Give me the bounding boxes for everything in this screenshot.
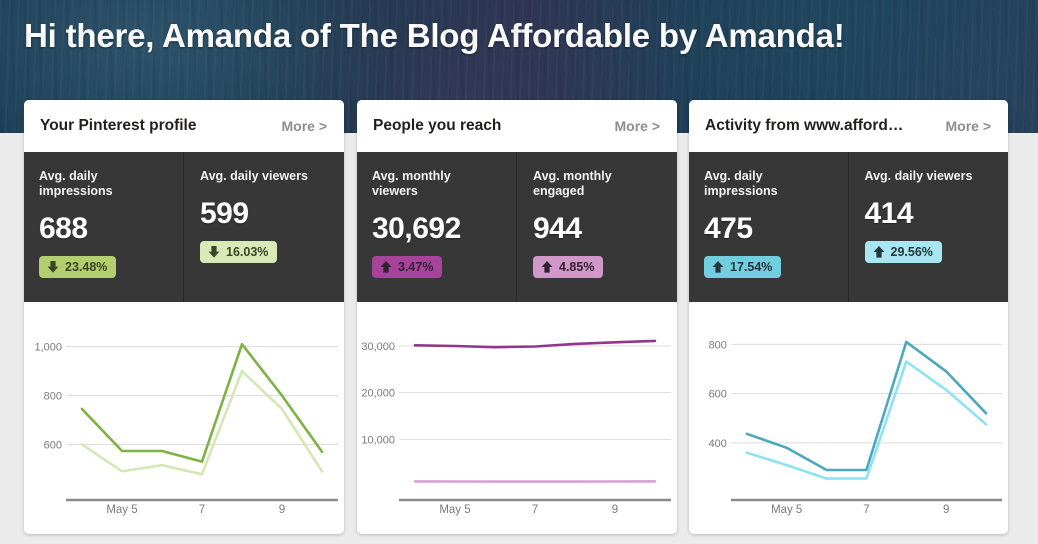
metric-card: People you reach More > Avg. monthly vie… [357,100,677,534]
stats-strip: Avg. daily impressions 688 23.48% Avg. d… [24,152,344,302]
arrow-up-icon [379,260,393,274]
stat-value: 599 [200,197,249,230]
stat-block: Avg. daily viewers 414 29.56% [847,152,1009,302]
y-axis-tick-label: 10,000 [361,434,395,446]
y-axis-tick-label: 800 [44,391,62,403]
stat-value: 414 [864,197,914,230]
stat-label: Avg. daily viewers [200,169,308,183]
more-link[interactable]: More > [945,118,991,134]
x-axis-tick-label: 7 [199,504,205,516]
y-axis-tick-label: 1,000 [34,342,62,354]
chart-series-line [745,340,988,472]
stat-value: 30,692 [372,212,461,245]
stat-block: Avg. monthly viewers 30,692 3.47% [357,152,516,302]
arrow-up-icon [540,260,554,274]
y-axis-tick-label: 30,000 [361,341,395,353]
x-axis-tick-label: May 5 [106,504,137,516]
chart-container: 30,000 20,000 10,000 May 5 7 9 [357,302,677,534]
y-axis-tick-label: 20,000 [361,388,395,400]
more-link[interactable]: More > [281,118,327,134]
card-header: People you reach More > [357,100,677,152]
arrow-down-icon [207,245,221,259]
change-percent: 4.85% [559,260,595,274]
stat-label: Avg. daily impressions [704,169,778,198]
x-axis-tick-label: May 5 [439,504,470,516]
change-percent: 3.47% [398,260,434,274]
change-percent: 23.48% [65,260,108,274]
chart-series-line [80,369,324,476]
chart-container: 800 600 400 May 5 7 9 [689,302,1008,534]
stat-block: Avg. daily impressions 475 17.54% [689,152,848,302]
x-axis-tick-label: 9 [612,504,618,516]
x-axis-tick-label: 9 [943,504,949,516]
card-header: Your Pinterest profile More > [24,100,344,152]
stats-strip: Avg. daily impressions 475 17.54% Avg. d… [689,152,1008,302]
y-axis-tick-label: 600 [44,439,62,451]
chart-series-line [80,342,324,463]
chart-series-line [413,339,657,349]
x-axis-tick-label: 7 [532,504,538,516]
change-badge: 16.03% [200,241,278,263]
stat-block: Avg. daily impressions 688 23.48% [24,152,183,302]
change-badge: 29.56% [864,241,942,263]
arrow-down-icon [46,260,60,274]
x-axis-tick-label: 7 [863,504,869,516]
change-percent: 29.56% [890,245,933,259]
page-title: Hi there, Amanda of The Blog Affordable … [24,17,845,54]
arrow-up-icon [872,245,886,259]
card-title: Your Pinterest profile [40,117,197,134]
change-badge: 4.85% [533,256,604,278]
stat-block: Avg. monthly engaged 944 4.85% [516,152,677,302]
card-title: People you reach [373,117,502,134]
y-axis-tick-label: 800 [709,339,727,351]
y-axis-tick-label: 400 [709,438,727,450]
arrow-up-icon [711,260,725,274]
stat-value: 688 [39,212,88,245]
card-title: Activity from www.afford… [705,117,904,134]
chart-series-line [745,360,988,480]
change-badge: 17.54% [704,256,782,278]
stat-value: 475 [704,212,753,245]
stats-strip: Avg. monthly viewers 30,692 3.47% Avg. m… [357,152,677,302]
more-link[interactable]: More > [614,118,660,134]
stat-label: Avg. monthly engaged [533,169,612,198]
metric-card: Activity from www.afford… More > Avg. da… [689,100,1008,534]
chart-container: 1,000 800 600 May 5 7 9 [24,302,344,534]
line-chart: 800 600 400 May 5 7 9 [709,339,1003,516]
stat-label: Avg. daily impressions [39,169,113,198]
y-axis-tick-label: 600 [709,389,727,401]
change-percent: 16.03% [226,245,269,259]
change-badge: 23.48% [39,256,117,278]
line-chart: 1,000 800 600 May 5 7 9 [34,342,338,516]
change-badge: 3.47% [372,256,443,278]
x-axis-tick-label: May 5 [771,504,802,516]
line-chart: 30,000 20,000 10,000 May 5 7 9 [361,339,671,516]
stat-block: Avg. daily viewers 599 16.03% [183,152,344,302]
stat-label: Avg. monthly viewers [372,169,451,198]
stat-value: 944 [533,212,582,245]
stat-label: Avg. daily viewers [864,169,973,183]
metric-card: Your Pinterest profile More > Avg. daily… [24,100,344,534]
card-header: Activity from www.afford… More > [689,100,1008,152]
change-percent: 17.54% [730,260,773,274]
x-axis-tick-label: 9 [279,504,285,516]
